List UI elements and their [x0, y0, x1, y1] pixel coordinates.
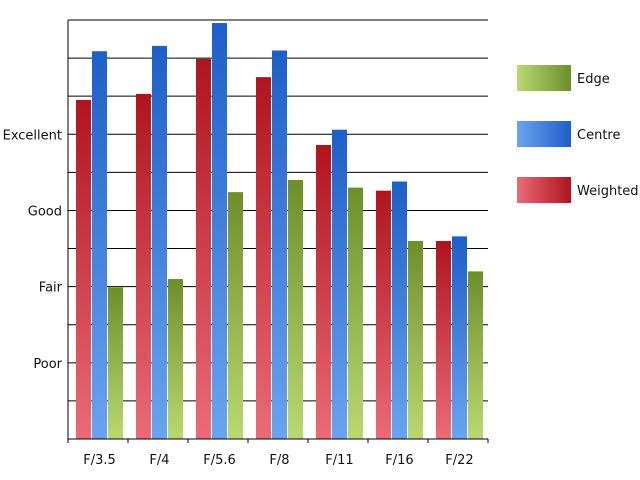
bar-edge-F8: [288, 179, 303, 439]
bars: [76, 23, 483, 440]
x-tick-label: F/8: [269, 453, 289, 468]
bar-centre-F56: [212, 23, 227, 440]
y-tick-label: Excellent: [3, 128, 62, 143]
bar-centre-F16: [392, 181, 407, 440]
bar-weighted-F56: [196, 58, 211, 440]
bar-centre-F35: [92, 51, 107, 439]
x-tick-label: F/4: [149, 453, 169, 468]
legend-swatch-edge: [517, 65, 571, 91]
bar-weighted-F11: [316, 144, 331, 440]
legend-swatch-weighted: [517, 177, 571, 203]
bar-edge-F11: [348, 187, 363, 439]
y-tick-label: Fair: [39, 281, 63, 296]
bar-edge-F4: [168, 279, 183, 439]
legend-label-centre: Centre: [577, 128, 620, 143]
x-tick-label: F/5.6: [203, 453, 236, 468]
x-tick-label: F/22: [445, 453, 473, 468]
x-tick-label: F/11: [325, 453, 353, 468]
bar-weighted-F16: [376, 190, 391, 439]
bar-weighted-F8: [256, 77, 271, 440]
bar-edge-F16: [408, 240, 423, 439]
x-tick-label: F/16: [385, 453, 413, 468]
bar-weighted-F35: [76, 99, 91, 439]
bar-centre-F4: [152, 45, 167, 439]
bar-weighted-F4: [136, 93, 151, 439]
x-tick-label: F/3.5: [83, 453, 116, 468]
legend-label-weighted: Weighted: [577, 184, 639, 199]
y-tick-labels: Poor Fair Good Excellent: [3, 128, 63, 372]
axes: [67, 20, 489, 443]
bar-weighted-F22: [436, 240, 451, 439]
legend-label-edge: Edge: [577, 72, 610, 87]
bar-edge-F35: [108, 287, 123, 439]
x-tick-labels: F/3.5 F/4 F/5.6 F/8 F/11 F/16 F/22: [83, 453, 473, 468]
y-tick-label: Good: [28, 204, 62, 219]
y-tick-label: Poor: [33, 357, 62, 372]
bar-centre-F11: [332, 129, 347, 439]
legend-swatch-centre: [517, 121, 571, 147]
bar-edge-F22: [468, 271, 483, 439]
legend: Edge Centre Weighted: [517, 65, 639, 203]
bar-centre-F8: [272, 50, 287, 440]
bar-edge-F56: [228, 192, 243, 439]
bar-centre-F22: [452, 236, 467, 439]
